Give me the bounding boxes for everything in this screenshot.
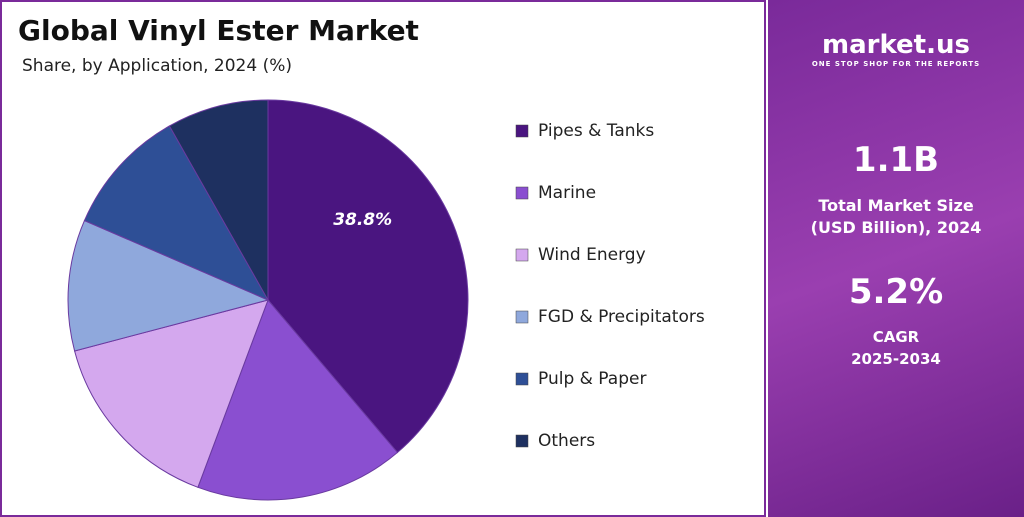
legend-label: FGD & Precipitators bbox=[538, 307, 705, 327]
pie-slice bbox=[67, 219, 270, 352]
pie-slice bbox=[83, 125, 270, 302]
chart-subtitle: Share, by Application, 2024 (%) bbox=[22, 56, 292, 76]
legend-label: Others bbox=[538, 431, 595, 451]
pie-slice bbox=[168, 99, 269, 302]
chart: Global Vinyl Ester Market Share, by Appl… bbox=[0, 0, 766, 517]
pie-slice bbox=[267, 99, 469, 454]
cagr-period: 2025-2034 bbox=[851, 350, 941, 368]
legend-swatch bbox=[515, 434, 529, 448]
cagr-label: CAGR bbox=[872, 328, 920, 346]
legend-swatch bbox=[515, 372, 529, 386]
info-panel: market.us ONE STOP SHOP FOR THE REPORTS … bbox=[768, 0, 1024, 517]
tagline: ONE STOP SHOP FOR THE REPORTS bbox=[811, 60, 981, 68]
legend-swatch bbox=[515, 124, 529, 138]
cagr-value: 5.2% bbox=[848, 272, 944, 312]
legend-swatch bbox=[515, 248, 529, 262]
data-label: 38.8% bbox=[333, 210, 392, 230]
legend-label: Marine bbox=[538, 183, 596, 203]
legend-swatch bbox=[515, 310, 529, 324]
legend-label: Wind Energy bbox=[538, 245, 646, 265]
pie-slice bbox=[197, 299, 399, 501]
market-size-label: Total Market Size (USD Billion), 2024 bbox=[810, 196, 982, 237]
chart-title: Global Vinyl Ester Market bbox=[18, 14, 419, 47]
brand: market.us bbox=[822, 30, 970, 60]
pie-slice bbox=[73, 299, 269, 488]
legend-swatch bbox=[515, 186, 529, 200]
legend-label: Pipes & Tanks bbox=[538, 121, 654, 141]
market-size: 1.1B bbox=[852, 140, 940, 180]
legend-label: Pulp & Paper bbox=[538, 369, 646, 389]
